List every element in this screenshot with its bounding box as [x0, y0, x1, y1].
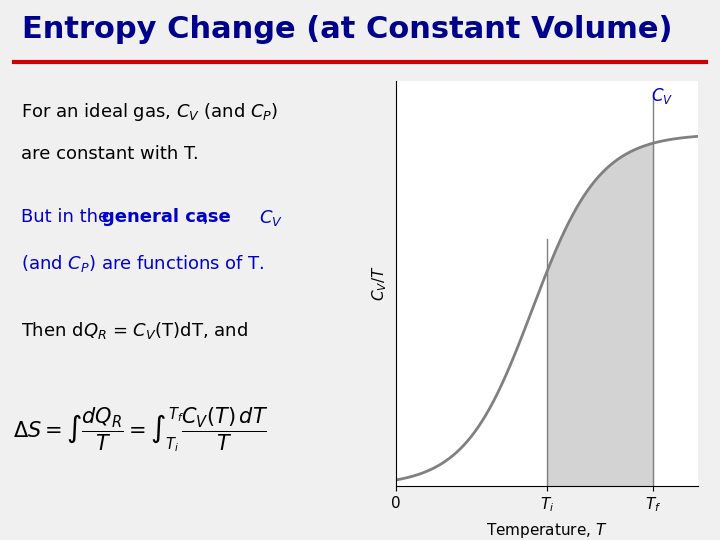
- Text: For an ideal gas, $C_V$ (and $C_P$): For an ideal gas, $C_V$ (and $C_P$): [21, 100, 278, 123]
- Text: ,: ,: [202, 208, 208, 226]
- Text: $C_V$: $C_V$: [651, 86, 673, 106]
- Text: (and $C_P$) are functions of T.: (and $C_P$) are functions of T.: [21, 253, 264, 274]
- Text: are constant with T.: are constant with T.: [21, 145, 199, 164]
- Text: Entropy Change (at Constant Volume): Entropy Change (at Constant Volume): [22, 15, 672, 44]
- Text: $C_V$: $C_V$: [259, 208, 283, 228]
- X-axis label: Temperature, $T$: Temperature, $T$: [487, 521, 608, 540]
- Y-axis label: $C_V/T$: $C_V/T$: [370, 266, 389, 301]
- Text: But in the: But in the: [21, 208, 114, 226]
- Text: $\Delta S = \int \dfrac{dQ_R}{T} = \int_{T_i}^{T_f} \dfrac{C_V(T)\,dT}{T}$: $\Delta S = \int \dfrac{dQ_R}{T} = \int_…: [12, 406, 268, 455]
- Text: general case: general case: [102, 208, 231, 226]
- Text: Then d$Q_R$ = $C_V$(T)dT, and: Then d$Q_R$ = $C_V$(T)dT, and: [21, 320, 248, 341]
